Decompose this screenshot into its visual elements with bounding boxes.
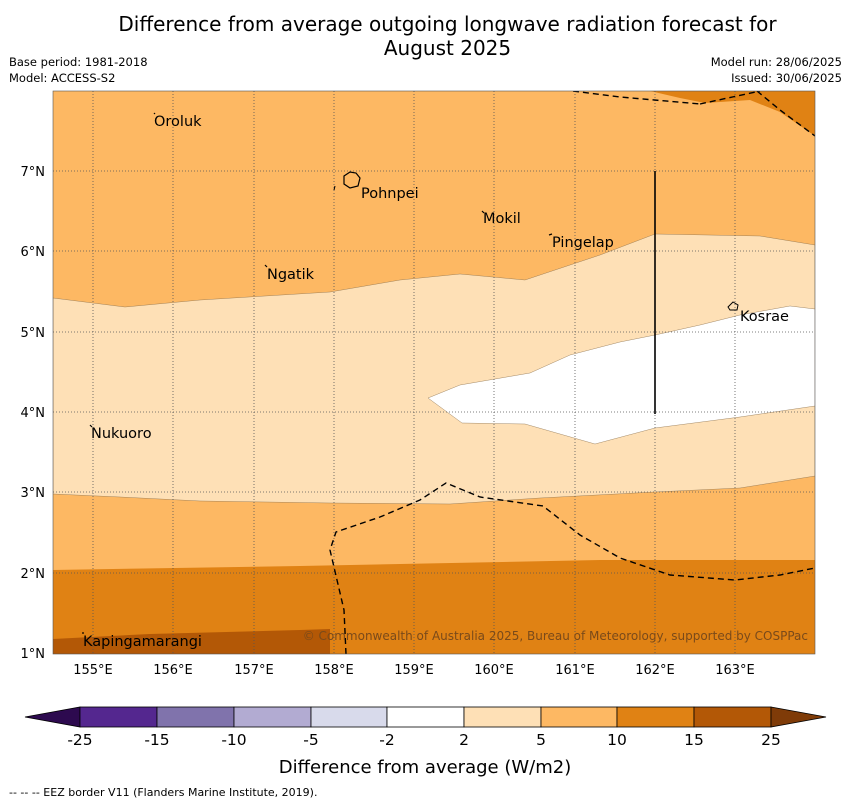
place-label: Oroluk bbox=[154, 114, 202, 130]
colorbar-segment bbox=[233, 706, 312, 728]
colorbar-tick-label: -2 bbox=[379, 731, 394, 749]
place-label: Pingelap bbox=[552, 235, 614, 251]
colorbar-segment bbox=[540, 706, 618, 728]
colorbar-ticks: -25 -15 -10 -5 -2 2 5 10 15 25 bbox=[67, 731, 781, 749]
eez-footnote: -- -- -- EEZ border V11 (Flanders Marine… bbox=[9, 786, 318, 799]
place-label: Kosrae bbox=[740, 309, 789, 325]
longitude-axis: 155°E 156°E 157°E 158°E 159°E 160°E 161°… bbox=[73, 663, 755, 678]
lon-tick-label: 161°E bbox=[555, 663, 595, 678]
colorbar-segment bbox=[616, 706, 695, 728]
lat-tick-label: 1°N bbox=[21, 647, 46, 662]
lon-tick-label: 163°E bbox=[715, 663, 755, 678]
lon-tick-label: 156°E bbox=[153, 663, 193, 678]
ngatik-marker bbox=[264, 264, 268, 268]
map-title-line1: Difference from average outgoing longwav… bbox=[118, 12, 777, 36]
lat-tick-label: 5°N bbox=[21, 326, 46, 341]
colorbar-tick-label: -15 bbox=[144, 731, 169, 749]
island-mark bbox=[333, 185, 336, 191]
colorbar bbox=[24, 706, 827, 728]
lon-tick-label: 162°E bbox=[635, 663, 675, 678]
place-label: Kapingamarangi bbox=[83, 634, 202, 650]
place-label: Pohnpei bbox=[361, 186, 419, 202]
band-10-15-north bbox=[650, 91, 815, 136]
lat-tick-label: 7°N bbox=[21, 165, 46, 180]
colorbar-tick-label: -25 bbox=[67, 731, 92, 749]
colorbar-tick-label: 5 bbox=[536, 731, 546, 749]
lat-tick-label: 2°N bbox=[21, 567, 46, 582]
place-label: Mokil bbox=[483, 211, 521, 227]
lat-tick-label: 6°N bbox=[21, 245, 46, 260]
map-frame bbox=[52, 90, 816, 655]
colorbar-segment bbox=[693, 706, 772, 728]
lon-tick-label: 160°E bbox=[474, 663, 514, 678]
pingelap-marker bbox=[548, 233, 553, 236]
latitude-axis: 7°N 6°N 5°N 4°N 3°N 2°N 1°N bbox=[21, 165, 46, 662]
issued-date: Issued: 30/06/2025 bbox=[731, 71, 842, 85]
pohnpei-island-shape bbox=[343, 171, 361, 189]
colorbar-label: Difference from average (W/m2) bbox=[279, 757, 571, 778]
oroluk-marker bbox=[153, 112, 156, 115]
lon-tick-label: 159°E bbox=[394, 663, 434, 678]
lon-tick-label: 158°E bbox=[314, 663, 354, 678]
lon-tick-label: 157°E bbox=[234, 663, 274, 678]
band-15-25-south bbox=[53, 629, 330, 654]
copyright-notice: © Commonwealth of Australia 2025, Bureau… bbox=[303, 629, 808, 643]
mokil-marker bbox=[481, 210, 485, 214]
colorbar-segment bbox=[156, 706, 235, 728]
place-label: Ngatik bbox=[267, 267, 315, 283]
lon-tick-label: 155°E bbox=[73, 663, 113, 678]
colorbar-segment bbox=[386, 706, 465, 728]
meta-right: Model run: 28/06/2025 Issued: 30/06/2025 bbox=[711, 54, 842, 86]
model-run: Model run: 28/06/2025 bbox=[710, 55, 842, 69]
map-plot-area: Oroluk Pohnpei Mokil Pingelap Ngatik Kos… bbox=[53, 91, 815, 654]
band-10-15-south bbox=[53, 560, 815, 654]
map-title: Difference from average outgoing longwav… bbox=[0, 12, 850, 60]
colorbar-extend-low bbox=[24, 706, 81, 728]
nukuoro-marker bbox=[89, 424, 93, 428]
colorbar-segment bbox=[463, 706, 542, 728]
colorbar-tick-label: 15 bbox=[684, 731, 704, 749]
meta-left: Base period: 1981-2018 Model: ACCESS-S2 bbox=[9, 54, 148, 86]
band-2-5 bbox=[53, 233, 815, 505]
colorbar-segment bbox=[310, 706, 388, 728]
eez-borders bbox=[329, 91, 815, 654]
colorbar-tick-label: -10 bbox=[221, 731, 246, 749]
place-label: Nukuoro bbox=[91, 426, 152, 442]
map-title-line2: August 2025 bbox=[383, 36, 512, 60]
kosrae-island-shape bbox=[727, 301, 739, 311]
colorbar-tick-label: 25 bbox=[761, 731, 781, 749]
lat-tick-label: 3°N bbox=[21, 486, 46, 501]
colorbar-tick-label: -5 bbox=[303, 731, 318, 749]
colorbar-tick-label: 2 bbox=[459, 731, 469, 749]
colorbar-segment bbox=[79, 706, 158, 728]
model-name: Model: ACCESS-S2 bbox=[9, 71, 116, 85]
band-near-zero bbox=[427, 305, 815, 445]
base-period: Base period: 1981-2018 bbox=[9, 55, 148, 69]
colorbar-extend-high bbox=[770, 706, 827, 728]
colorbar-tick-label: 10 bbox=[607, 731, 627, 749]
lat-tick-label: 4°N bbox=[21, 406, 46, 421]
